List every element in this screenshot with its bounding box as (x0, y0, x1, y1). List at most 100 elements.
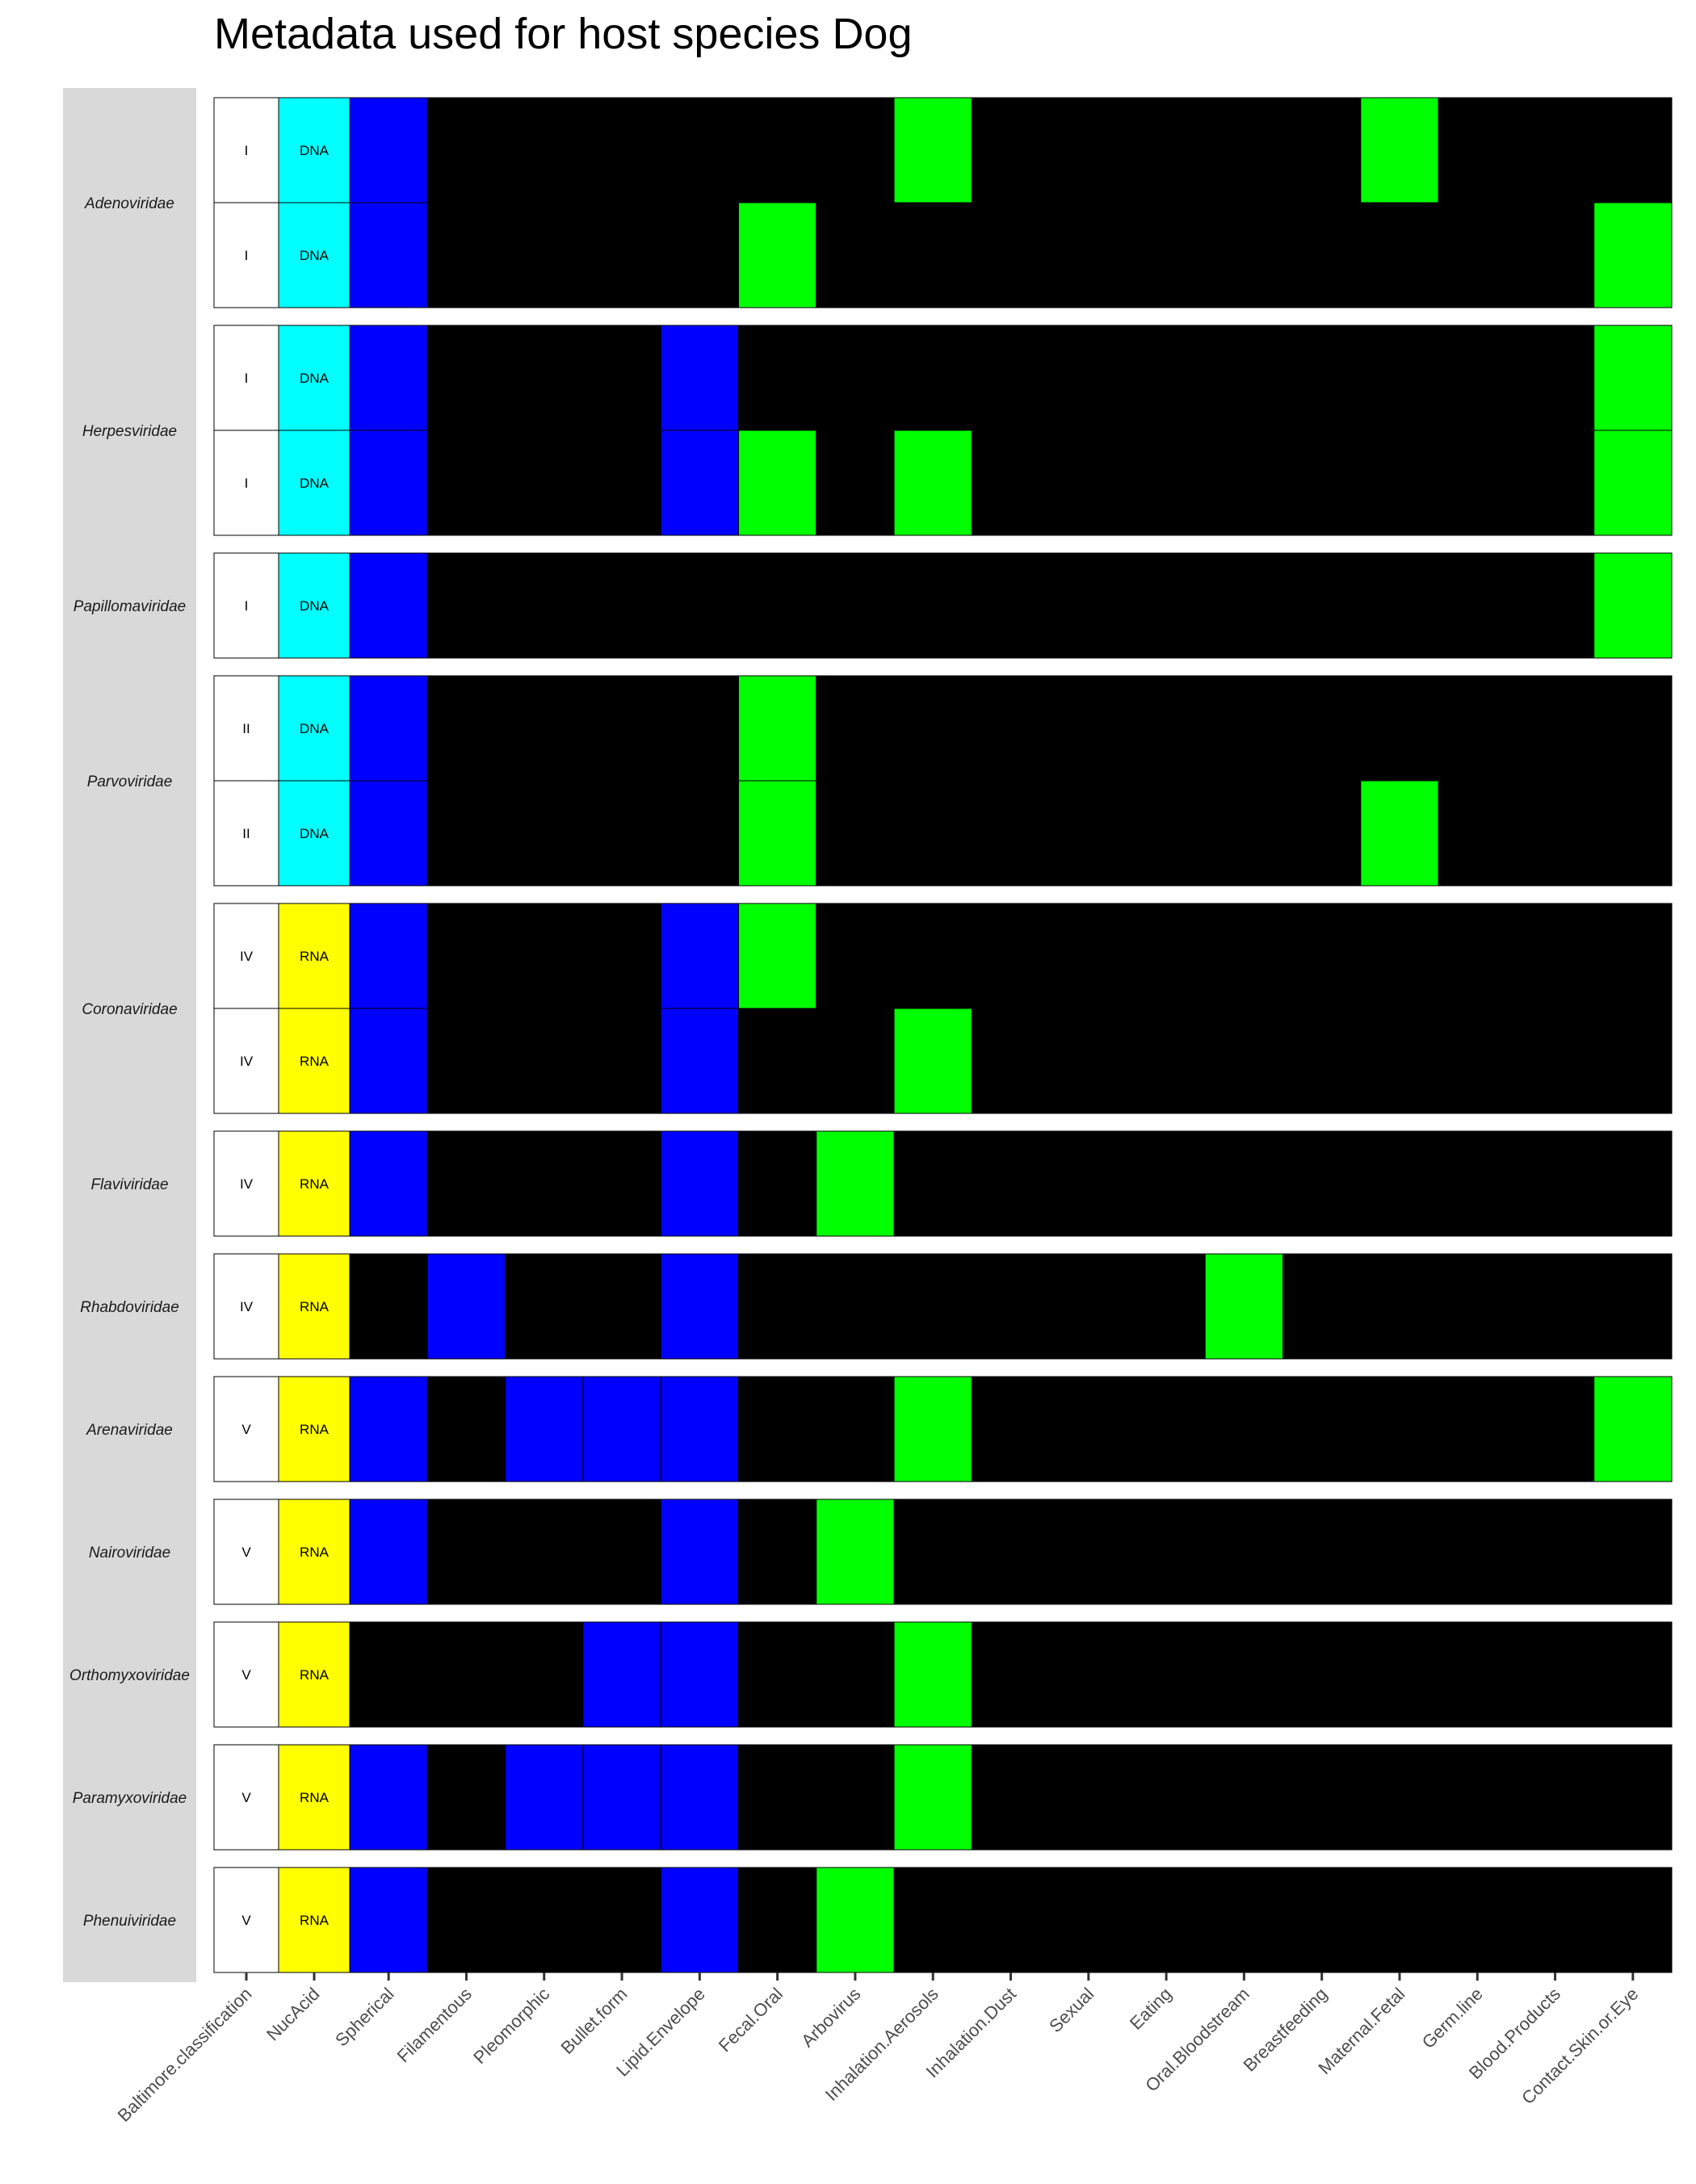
heatmap-cell (1438, 552, 1517, 659)
heatmap-cell (1360, 1130, 1439, 1237)
facet-panel: Parvoviridae II DNA II DNA (63, 666, 1673, 895)
heatmap-cell (278, 325, 351, 431)
heatmap-cell (1127, 1376, 1206, 1482)
nucacid-label: RNA (300, 1422, 330, 1437)
heatmap-cell (660, 675, 739, 782)
heatmap-cell (1282, 1376, 1362, 1482)
baltimore-label: I (245, 598, 249, 614)
heatmap-cell (1282, 1008, 1362, 1114)
heatmap-cell (893, 1376, 972, 1482)
heatmap-cell (971, 903, 1051, 1009)
heatmap-cell (971, 1867, 1051, 1973)
heatmap-cell (426, 202, 506, 308)
heatmap-cell (505, 97, 584, 203)
heatmap-cell (426, 903, 506, 1009)
heatmap-cell (1204, 675, 1284, 782)
heatmap-cell (1438, 1867, 1517, 1973)
heatmap-cell (505, 1621, 584, 1728)
heatmap-cell (1204, 1867, 1284, 1973)
heatmap-cell (816, 1499, 895, 1605)
facet-label: Paramyxoviridae (73, 1790, 187, 1807)
heatmap-cell (1127, 325, 1206, 431)
facet-strip (63, 1367, 196, 1491)
heatmap-cell (582, 1130, 661, 1237)
baltimore-label: V (241, 1790, 251, 1805)
heatmap-cell (349, 1621, 428, 1728)
heatmap-cell (971, 675, 1051, 782)
nucacid-label: DNA (300, 143, 330, 158)
heatmap-cell (426, 1008, 506, 1114)
heatmap-cell (1282, 675, 1362, 782)
heatmap-cell (1049, 1008, 1128, 1114)
heatmap-cell (660, 1253, 739, 1360)
heatmap-cell (582, 325, 661, 431)
nucacid-label: RNA (300, 1176, 330, 1192)
heatmap-cell (1515, 1867, 1595, 1973)
heatmap-cell (1360, 325, 1439, 431)
heatmap-cell (426, 1867, 506, 1973)
heatmap-cell (1127, 1253, 1206, 1360)
nucacid-label: RNA (300, 1054, 330, 1069)
heatmap-cell (1049, 552, 1128, 659)
heatmap-cell (737, 903, 817, 1009)
heatmap-cell (1049, 1621, 1128, 1728)
nucacid-label: DNA (300, 826, 330, 841)
facet-strip (63, 316, 196, 545)
heatmap-cell (971, 1499, 1051, 1605)
heatmap-cell (1127, 97, 1206, 203)
heatmap-cell (737, 1253, 817, 1360)
heatmap-cell (582, 1744, 661, 1851)
heatmap-cell (737, 552, 817, 659)
heatmap-cell (660, 1376, 739, 1482)
heatmap-cell (426, 1499, 506, 1605)
heatmap-cell (426, 97, 506, 203)
heatmap-cell (893, 1253, 972, 1360)
heatmap-cell (1204, 1253, 1284, 1360)
baltimore-label: IV (240, 1299, 254, 1314)
heatmap-cell (426, 675, 506, 782)
heatmap-cell (582, 780, 661, 887)
heatmap-cell (971, 1130, 1051, 1237)
heatmap-cell (505, 552, 584, 659)
heatmap-cell (1515, 1744, 1595, 1851)
heatmap-cell (893, 552, 972, 659)
heatmap-cell (213, 1008, 279, 1114)
heatmap-cell (1127, 1867, 1206, 1973)
heatmap-cell (1360, 1376, 1439, 1482)
heatmap-cell (1282, 430, 1362, 536)
nucacid-label: DNA (300, 721, 330, 736)
heatmap-cell (1204, 903, 1284, 1009)
facet-panel: Flaviviridae IV RNA (63, 1121, 1673, 1246)
heatmap-cell (893, 97, 972, 203)
heatmap-cell (660, 780, 739, 887)
heatmap-cell (213, 1867, 279, 1973)
heatmap-cell (971, 430, 1051, 536)
heatmap-cell (737, 97, 817, 203)
facet-label: Orthomyxoviridae (69, 1667, 190, 1684)
heatmap-cell (1515, 1499, 1595, 1605)
facet-strip (63, 666, 196, 895)
heatmap-cell (1049, 97, 1128, 203)
heatmap-cell (582, 202, 661, 308)
heatmap-cell (505, 903, 584, 1009)
heatmap-cell (1360, 1008, 1439, 1114)
heatmap-cell (893, 1867, 972, 1973)
heatmap-cell (213, 903, 279, 1009)
facet-strip (63, 1490, 196, 1614)
heatmap-cell (1593, 325, 1673, 431)
heatmap-cell (582, 1253, 661, 1360)
facet-label: Coronaviridae (82, 1001, 177, 1018)
heatmap-cell (816, 1253, 895, 1360)
heatmap-cell (278, 903, 351, 1009)
heatmap-cell (1360, 1744, 1439, 1851)
heatmap-cell (1438, 1499, 1517, 1605)
heatmap-cell (582, 903, 661, 1009)
heatmap-cell (426, 1376, 506, 1482)
heatmap-cell (1593, 780, 1673, 887)
heatmap-cell (737, 1499, 817, 1605)
heatmap-cell (893, 325, 972, 431)
heatmap-cell (582, 1499, 661, 1605)
heatmap-cell (893, 780, 972, 887)
heatmap-cell (737, 1376, 817, 1482)
heatmap-cell (505, 675, 584, 782)
